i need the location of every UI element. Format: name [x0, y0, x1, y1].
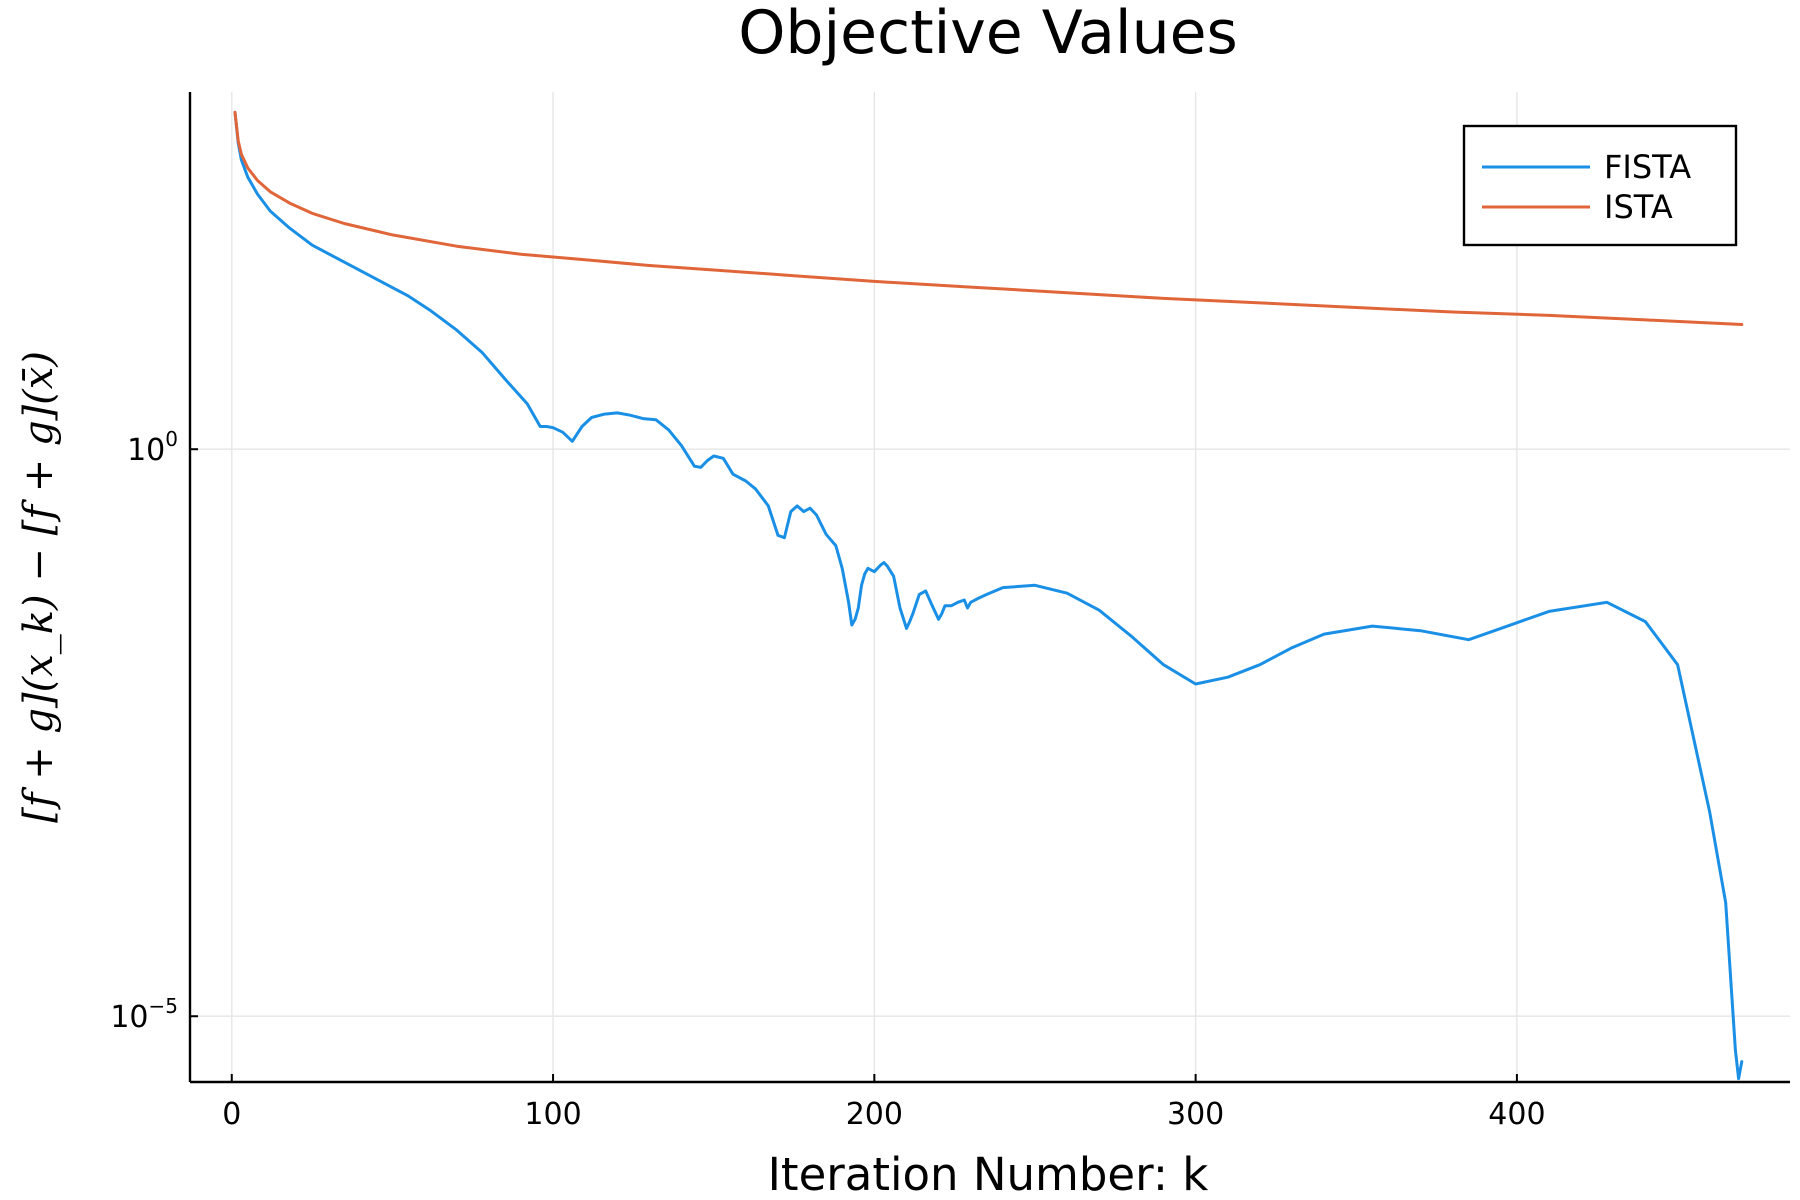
legend-label-fista: FISTA [1604, 148, 1691, 186]
y-tick-exponent: 0 [165, 427, 178, 451]
y-axis-label: [f + g](x_k) − [f + g](x̄) [16, 351, 62, 823]
x-axis-label: Iteration Number: k [768, 1148, 1209, 1200]
x-tick-label: 100 [524, 1097, 581, 1132]
x-tick-label: 300 [1167, 1097, 1224, 1132]
y-tick-label: 10−5 [110, 994, 178, 1035]
x-tick-label: 400 [1488, 1097, 1545, 1132]
x-tick-label: 0 [222, 1097, 241, 1132]
y-tick-base: 10 [110, 1000, 148, 1035]
legend-box [1462, 124, 1738, 247]
x-tick-label: 200 [846, 1097, 903, 1132]
y-tick-label: 100 [127, 427, 178, 468]
y-tick-base: 10 [127, 433, 165, 468]
series-line-ista [233, 110, 1744, 326]
x-ticks: 0 100 200 300 400 [222, 1074, 1546, 1132]
series-group [233, 110, 1744, 1081]
chart-title: Objective Values [738, 0, 1238, 68]
y-tick-exponent: −5 [149, 994, 178, 1018]
legend-label-ista: ISTA [1604, 188, 1673, 226]
series-line-fista [233, 110, 1744, 1081]
